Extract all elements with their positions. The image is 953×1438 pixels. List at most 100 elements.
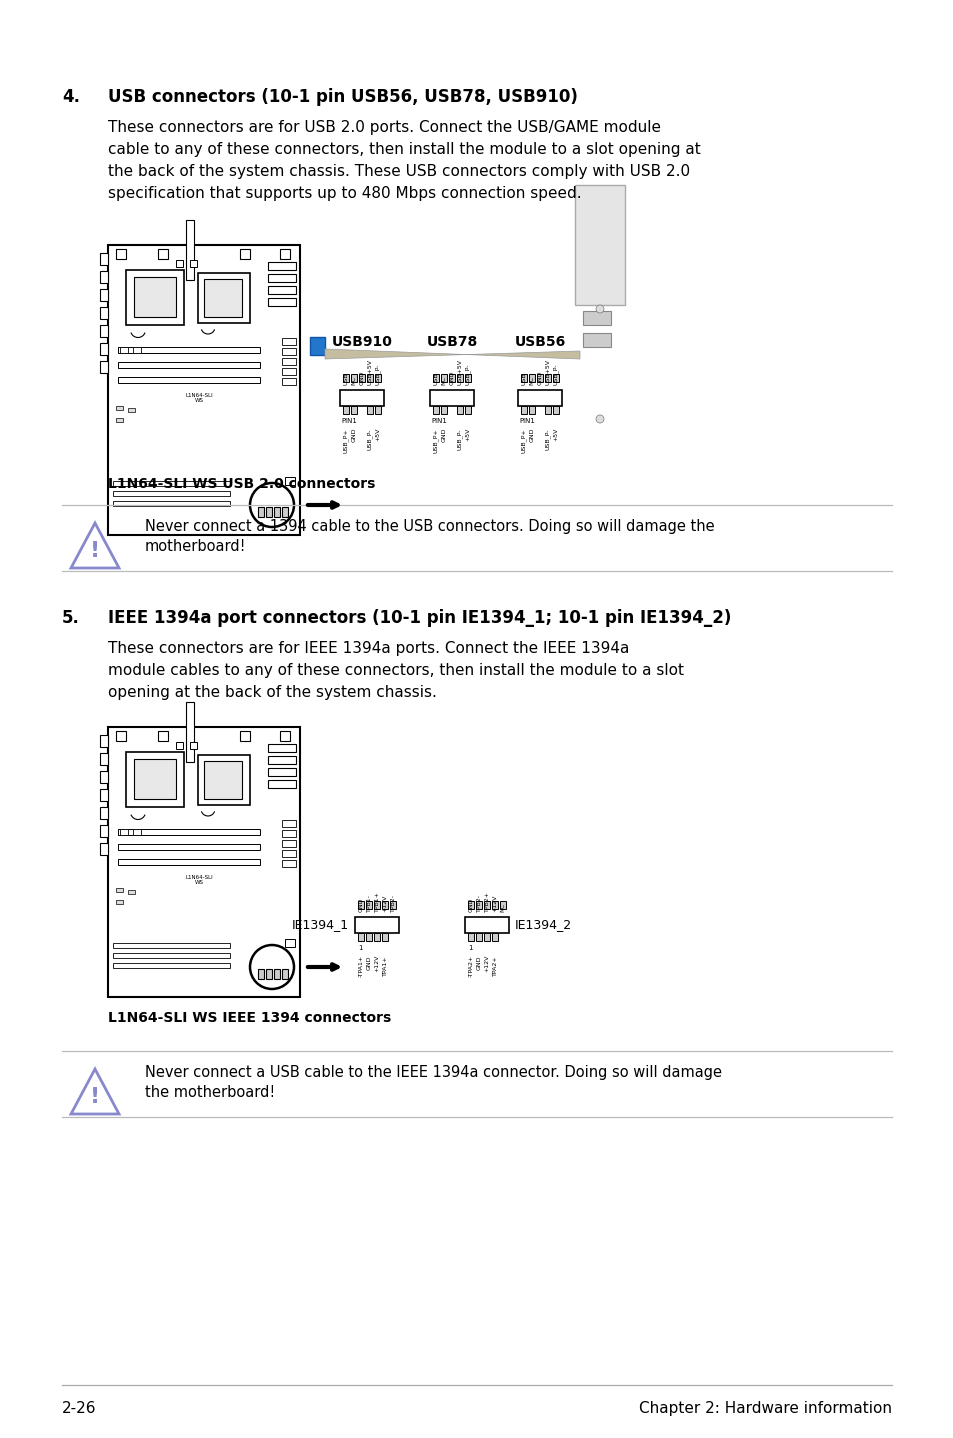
Bar xyxy=(517,390,561,406)
Text: WS: WS xyxy=(194,398,203,403)
Bar xyxy=(544,374,551,383)
Bar xyxy=(367,406,373,414)
Text: GND: GND xyxy=(468,897,473,912)
Bar xyxy=(280,731,290,741)
Bar xyxy=(240,249,250,259)
Polygon shape xyxy=(71,1068,119,1114)
Text: TPB1-: TPB1- xyxy=(366,894,371,912)
Bar xyxy=(456,406,462,414)
Bar xyxy=(266,508,272,518)
Bar xyxy=(529,406,535,414)
Text: TPB1+: TPB1+ xyxy=(375,892,379,912)
Text: GND: GND xyxy=(529,429,534,443)
Bar xyxy=(282,338,295,345)
Text: USB+5V: USB+5V xyxy=(545,360,550,385)
Bar xyxy=(118,377,260,383)
Text: -TPA2+: -TPA2+ xyxy=(468,955,473,978)
Text: GND: GND xyxy=(449,371,454,385)
Bar xyxy=(537,374,542,383)
Bar xyxy=(433,374,438,383)
Text: opening at the back of the system chassis.: opening at the back of the system chassi… xyxy=(108,684,436,700)
Bar xyxy=(112,490,230,496)
Bar xyxy=(464,374,471,383)
Bar xyxy=(433,406,438,414)
Bar xyxy=(175,260,183,267)
Bar xyxy=(112,480,230,486)
Bar xyxy=(257,508,264,518)
Text: +5V: +5V xyxy=(553,429,558,441)
Text: USB: USB xyxy=(343,372,348,385)
Bar xyxy=(100,361,108,372)
Bar xyxy=(282,860,295,867)
Bar xyxy=(116,406,123,410)
Bar xyxy=(120,347,128,352)
Bar xyxy=(158,249,168,259)
Bar xyxy=(483,933,490,940)
Text: GND: GND xyxy=(359,371,364,385)
Bar xyxy=(476,902,481,909)
Bar xyxy=(553,374,558,383)
Bar xyxy=(100,825,108,837)
Text: Never connect a USB cable to the IEEE 1394a connector. Doing so will damage: Never connect a USB cable to the IEEE 13… xyxy=(145,1066,721,1080)
Bar xyxy=(133,278,175,316)
Bar xyxy=(240,731,250,741)
Text: USB_P-: USB_P- xyxy=(456,429,462,450)
Bar xyxy=(390,902,395,909)
Bar xyxy=(268,298,295,306)
Text: GND: GND xyxy=(537,371,542,385)
Bar xyxy=(464,917,509,933)
Bar xyxy=(100,807,108,820)
Text: +12V: +12V xyxy=(375,955,379,972)
Circle shape xyxy=(596,416,603,423)
Text: USB910: USB910 xyxy=(332,335,392,349)
Text: WS: WS xyxy=(194,880,203,884)
Text: TPA1+: TPA1+ xyxy=(382,955,387,975)
Text: IE1394_2: IE1394_2 xyxy=(515,919,572,932)
Text: L1N64-SLI WS IEEE 1394 connectors: L1N64-SLI WS IEEE 1394 connectors xyxy=(108,1011,391,1025)
Text: NC: NC xyxy=(441,375,446,385)
Bar xyxy=(108,244,299,535)
Bar xyxy=(100,754,108,765)
Bar xyxy=(553,406,558,414)
Bar xyxy=(100,735,108,746)
Text: !: ! xyxy=(90,541,100,561)
Text: USB: USB xyxy=(521,372,526,385)
Bar xyxy=(116,889,123,892)
Bar xyxy=(499,902,505,909)
Text: USB_P-: USB_P- xyxy=(544,429,550,450)
Bar xyxy=(358,374,365,383)
Text: specification that supports up to 480 Mbps connection speed.: specification that supports up to 480 Mb… xyxy=(108,186,581,201)
Bar xyxy=(464,406,471,414)
Text: the back of the system chassis. These USB connectors comply with USB 2.0: the back of the system chassis. These US… xyxy=(108,164,689,178)
Bar xyxy=(118,844,260,850)
Bar xyxy=(375,374,380,383)
Bar xyxy=(375,406,380,414)
Bar xyxy=(108,728,299,997)
Text: GND: GND xyxy=(366,955,371,969)
Text: GND: GND xyxy=(351,429,356,443)
Bar xyxy=(351,406,356,414)
Bar xyxy=(133,759,175,800)
Polygon shape xyxy=(71,523,119,568)
Bar xyxy=(198,755,250,805)
Bar xyxy=(112,500,230,506)
Bar xyxy=(100,344,108,355)
Bar xyxy=(282,348,295,355)
Text: the motherboard!: the motherboard! xyxy=(145,1086,275,1100)
Bar xyxy=(118,362,260,368)
Bar xyxy=(268,262,295,270)
Bar xyxy=(128,408,135,413)
Bar xyxy=(204,761,242,800)
Bar xyxy=(440,374,447,383)
Bar xyxy=(367,374,373,383)
Bar xyxy=(112,943,230,948)
Bar xyxy=(266,969,272,979)
Text: 1: 1 xyxy=(357,945,362,951)
Text: +12V: +12V xyxy=(492,894,497,912)
Bar xyxy=(282,830,295,837)
Text: 4.: 4. xyxy=(62,88,80,106)
Bar xyxy=(520,406,526,414)
Bar xyxy=(449,374,455,383)
Bar xyxy=(268,743,295,752)
Bar xyxy=(186,220,193,280)
